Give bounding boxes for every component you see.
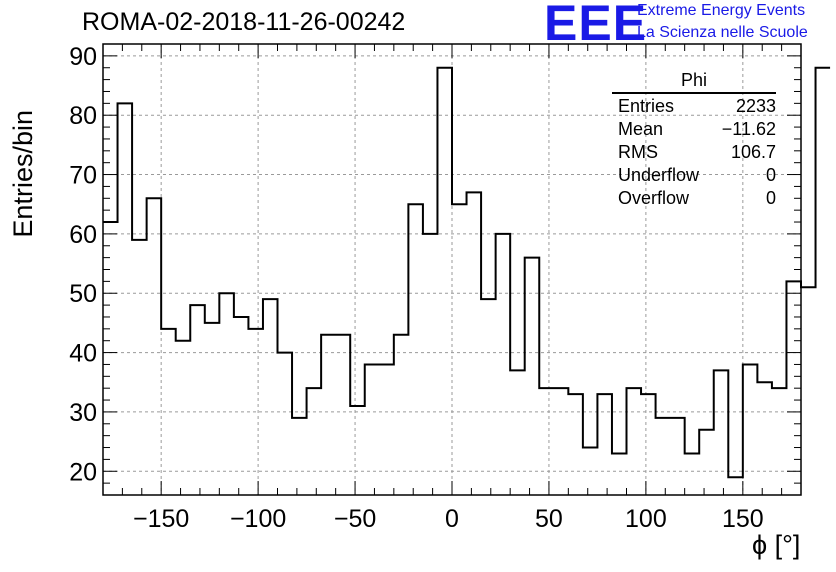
stats-row-underflow: Underflow 0: [612, 165, 776, 188]
histogram-bin: [408, 204, 423, 495]
y-tick-label: 20: [69, 458, 97, 486]
stats-row-rms: RMS 106.7: [612, 142, 776, 165]
x-tick-label: 150: [722, 505, 764, 533]
histogram-bin: [685, 453, 700, 495]
histogram-bin: [365, 364, 380, 495]
histogram-step-line: [103, 66, 831, 479]
histogram-bin: [539, 388, 554, 495]
histogram-bin: [292, 418, 307, 495]
x-axis-label: ϕ [°]: [752, 530, 801, 560]
histogram-bin: [496, 234, 511, 495]
histogram-bin: [205, 323, 220, 495]
stats-value: 2233: [735, 96, 776, 116]
stats-value: 0: [765, 165, 776, 185]
stats-label: RMS: [618, 142, 658, 162]
histogram-bin: [656, 418, 671, 495]
histogram-bin: [307, 388, 322, 495]
histogram-bin: [147, 198, 162, 495]
stats-row-mean: Mean −11.62: [612, 119, 776, 142]
histogram-bin: [394, 335, 409, 495]
histogram-bin: [568, 394, 583, 495]
histogram-series: [103, 66, 831, 495]
histogram-bin: [423, 234, 438, 495]
stats-label: Overflow: [618, 188, 690, 208]
y-tick-label: 40: [69, 340, 97, 368]
histogram-bin: [452, 204, 467, 495]
x-tick-label: −100: [230, 505, 286, 533]
histogram-bin: [728, 477, 743, 495]
histogram-bin: [118, 103, 133, 495]
histogram-bin: [263, 299, 278, 495]
histogram-bin: [772, 388, 787, 495]
logo-text-line2: La Scienza nelle Scuole: [637, 24, 808, 41]
histogram-bin: [132, 240, 147, 495]
histogram-bin: [801, 287, 816, 495]
histogram-bin: [525, 258, 540, 495]
stats-label: Mean: [618, 119, 664, 139]
y-tick-label: 70: [69, 162, 97, 190]
histogram-bin: [161, 329, 176, 495]
stats-label: Entries: [618, 96, 675, 116]
x-tick-label: −150: [133, 505, 189, 533]
axis-ticks: [103, 43, 801, 495]
stats-title: Phi: [612, 70, 776, 94]
tick-labels: −150 −100 −50 0 50 100 150 20 30 40 50 60 70 80 90: [69, 43, 764, 533]
histogram-bin: [743, 364, 758, 495]
stats-box: Phi Entries 2233 Mean −11.62 RMS 106.7 U…: [612, 70, 776, 211]
histogram-bin: [757, 382, 772, 495]
histogram-bin: [699, 430, 714, 495]
logo-text-line1: Extreme Energy Events: [637, 2, 806, 19]
x-tick-label: 100: [625, 505, 667, 533]
histogram-bin: [190, 305, 205, 495]
plot-frame: [102, 43, 802, 496]
y-tick-label: 30: [69, 399, 97, 427]
histogram-bin: [176, 341, 191, 495]
histogram-bin: [714, 370, 729, 495]
histogram-bin: [336, 335, 351, 495]
y-tick-label: 50: [69, 280, 97, 308]
histogram-bin: [321, 335, 336, 495]
histogram-bin: [612, 453, 627, 495]
stats-row-entries: Entries 2233: [612, 96, 776, 119]
histogram-bin: [670, 418, 685, 495]
x-tick-label: −50: [334, 505, 376, 533]
x-tick-label: 0: [445, 505, 459, 533]
histogram-bin: [467, 192, 482, 495]
histogram-bin: [379, 364, 394, 495]
stats-label: Underflow: [618, 165, 700, 185]
histogram-bin: [816, 68, 831, 495]
histogram-bin: [234, 317, 249, 495]
y-tick-label: 60: [69, 221, 97, 249]
histogram-bin: [278, 353, 293, 495]
stats-row-overflow: Overflow 0: [612, 188, 776, 211]
histogram-bin: [583, 448, 598, 495]
histogram-bin: [437, 68, 452, 495]
histogram-bin: [641, 394, 656, 495]
histogram-bin: [597, 394, 612, 495]
stats-value: 106.7: [730, 142, 776, 162]
histogram-bin: [103, 222, 118, 495]
y-tick-label: 80: [69, 102, 97, 130]
histogram-bin: [554, 388, 569, 495]
eee-logo: EEE: [544, 0, 648, 51]
y-tick-label: 90: [69, 43, 97, 71]
stats-value: 0: [765, 188, 776, 208]
histogram-bin: [350, 406, 365, 495]
histogram-bin: [481, 299, 496, 495]
stats-value: −11.62: [721, 119, 776, 139]
histogram-bin: [627, 388, 642, 495]
histogram-bin: [219, 293, 234, 495]
x-tick-label: 50: [535, 505, 563, 533]
histogram-bin: [248, 329, 263, 495]
chart-title: ROMA-02-2018-11-26-00242: [82, 8, 406, 36]
histogram-bin: [510, 370, 525, 495]
y-axis-label: Entries/bin: [8, 110, 38, 238]
